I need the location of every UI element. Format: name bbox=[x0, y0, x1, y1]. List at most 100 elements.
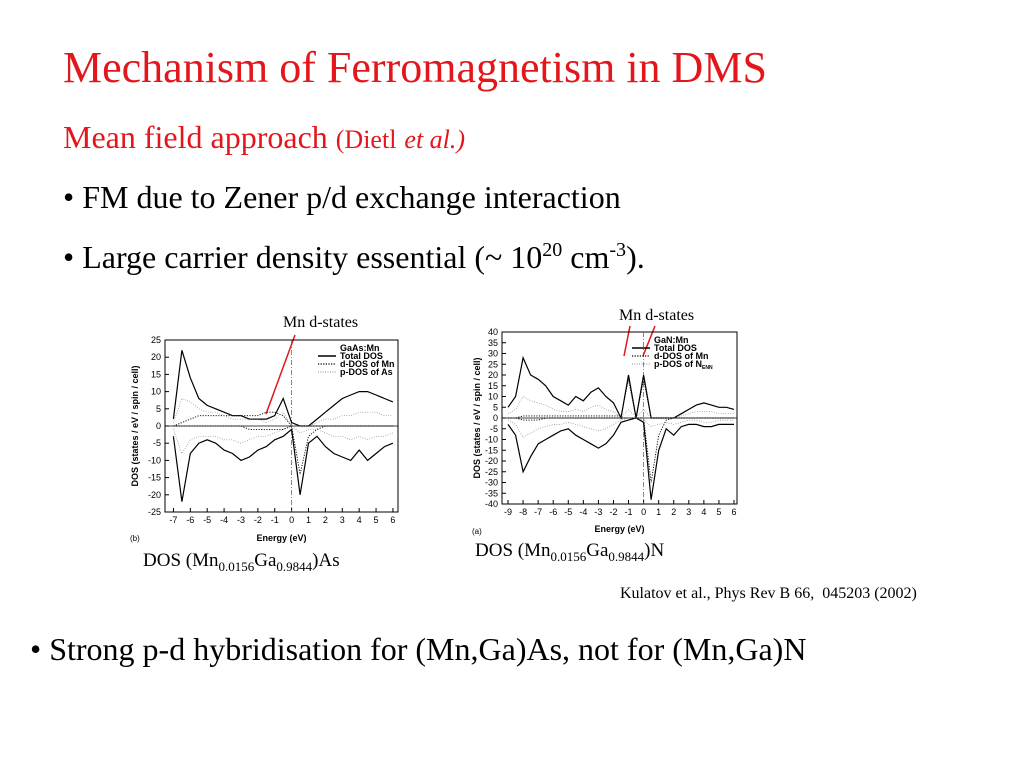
y-tick-label: -35 bbox=[485, 488, 498, 498]
bullet: • FM due to Zener p/d exchange interacti… bbox=[63, 179, 621, 215]
y-tick-label: -30 bbox=[485, 478, 498, 488]
x-tick-label: -1 bbox=[625, 507, 633, 517]
x-tick-label: 5 bbox=[716, 507, 721, 517]
chart: -40-35-30-25-20-15-10-50510152025303540-… bbox=[472, 307, 738, 564]
title: Mechanism of Ferromagnetism in DMS bbox=[63, 43, 767, 92]
annotation: Mn d-states bbox=[283, 314, 358, 331]
dos-curve bbox=[507, 396, 734, 419]
y-tick-label: 25 bbox=[151, 335, 161, 345]
y-tick-label: 5 bbox=[493, 402, 498, 412]
x-tick-label: -4 bbox=[220, 515, 228, 525]
x-tick-label: -7 bbox=[169, 515, 177, 525]
bullet-text: • FM due to Zener p/d exchange interacti… bbox=[63, 179, 621, 215]
x-tick-label: 6 bbox=[731, 507, 736, 517]
dos-curve bbox=[507, 417, 734, 500]
x-tick-label: 1 bbox=[656, 507, 661, 517]
citation: Kulatov et al., Phys Rev B 66, 045203 (2… bbox=[620, 585, 917, 602]
superscript: -3 bbox=[609, 239, 626, 261]
bullet-text: • Large carrier density essential (~ 10 bbox=[63, 239, 542, 275]
x-tick-label: 5 bbox=[374, 515, 379, 525]
caption-text: DOS (Mn bbox=[475, 540, 551, 561]
legend-text: d-DOS of Mn bbox=[654, 351, 709, 361]
legend-label: p-DOS of As bbox=[340, 367, 393, 377]
caption-text: Ga bbox=[586, 540, 609, 561]
dos-curve bbox=[172, 428, 394, 502]
x-tick-label: 0 bbox=[641, 507, 646, 517]
y-tick-label: -10 bbox=[148, 455, 161, 465]
x-tick-label: 0 bbox=[289, 515, 294, 525]
x-tick-label: 1 bbox=[306, 515, 311, 525]
x-tick-label: -9 bbox=[504, 507, 512, 517]
y-tick-label: 25 bbox=[488, 359, 498, 369]
y-tick-label: 35 bbox=[488, 338, 498, 348]
legend-title: GaAs:Mn bbox=[340, 343, 380, 353]
x-tick-label: 4 bbox=[701, 507, 706, 517]
x-axis-label: Energy (eV) bbox=[594, 524, 644, 534]
y-tick-label: 10 bbox=[151, 387, 161, 397]
annotation-arrow bbox=[265, 334, 296, 415]
conclusion: • Strong p-d hybridisation for (Mn,Ga)As… bbox=[30, 631, 806, 667]
x-tick-label: 2 bbox=[671, 507, 676, 517]
caption-subscript: 0.9844 bbox=[276, 559, 312, 574]
x-tick-label: -4 bbox=[579, 507, 587, 517]
legend-label: d-DOS of Mn bbox=[654, 351, 709, 361]
dos-curve bbox=[507, 355, 735, 420]
x-tick-label: -6 bbox=[549, 507, 557, 517]
legend-text: d-DOS of Mn bbox=[340, 359, 395, 369]
y-tick-label: 30 bbox=[488, 349, 498, 359]
x-tick-label: -2 bbox=[254, 515, 262, 525]
legend-label: Total DOS bbox=[340, 351, 383, 361]
y-tick-label: -5 bbox=[153, 438, 161, 448]
y-axis-label: DOS (states / eV / spin / cell) bbox=[472, 357, 482, 478]
y-tick-label: 0 bbox=[493, 413, 498, 423]
y-tick-label: 0 bbox=[156, 421, 161, 431]
y-tick-label: 40 bbox=[488, 327, 498, 337]
y-tick-label: 10 bbox=[488, 392, 498, 402]
legend-text: p-DOS of N bbox=[654, 359, 702, 369]
legend-text: p-DOS of As bbox=[340, 367, 393, 377]
legend-label: Total DOS bbox=[654, 343, 697, 353]
y-tick-label: -40 bbox=[485, 499, 498, 509]
y-axis-label: DOS (states / eV / spin / cell) bbox=[130, 365, 140, 486]
x-tick-label: -5 bbox=[203, 515, 211, 525]
legend-label: p-DOS of NENN bbox=[654, 359, 713, 371]
x-tick-label: -2 bbox=[609, 507, 617, 517]
y-tick-label: 15 bbox=[488, 381, 498, 391]
x-tick-label: -8 bbox=[519, 507, 527, 517]
x-tick-label: 6 bbox=[390, 515, 395, 525]
legend-title: GaN:Mn bbox=[654, 335, 689, 345]
dos-curve bbox=[172, 350, 394, 427]
caption-subscript: 0.0156 bbox=[550, 549, 586, 564]
annotation: Mn d-states bbox=[619, 307, 694, 324]
x-tick-label: -3 bbox=[594, 507, 602, 517]
subtitle-text: Mean field approach bbox=[63, 119, 328, 155]
y-tick-label: -25 bbox=[148, 507, 161, 517]
y-tick-label: -10 bbox=[485, 435, 498, 445]
y-tick-label: -20 bbox=[485, 456, 498, 466]
x-tick-label: 2 bbox=[323, 515, 328, 525]
caption-text: Ga bbox=[254, 550, 277, 571]
y-tick-label: 15 bbox=[151, 369, 161, 379]
x-tick-label: 3 bbox=[686, 507, 691, 517]
legend-subscript: ENN bbox=[702, 365, 713, 371]
y-tick-label: 5 bbox=[156, 404, 161, 414]
bullet: • Large carrier density essential (~ 102… bbox=[63, 239, 645, 275]
y-tick-label: -25 bbox=[485, 467, 498, 477]
superscript: 20 bbox=[542, 239, 562, 261]
caption-subscript: 0.0156 bbox=[218, 559, 254, 574]
x-tick-label: 4 bbox=[357, 515, 362, 525]
x-tick-label: -6 bbox=[186, 515, 194, 525]
annotation-arrow bbox=[642, 325, 656, 357]
subtitle: Mean field approach (Dietl et al.) bbox=[63, 119, 465, 155]
x-axis-label: Energy (eV) bbox=[256, 533, 306, 543]
legend-text: Total DOS bbox=[340, 351, 383, 361]
subtitle-ref: (Dietl bbox=[336, 125, 397, 154]
caption: DOS (Mn0.0156Ga0.9844)As bbox=[143, 550, 340, 574]
bullet-text: cm bbox=[562, 239, 609, 275]
dos-curve bbox=[173, 425, 393, 475]
annotation-arrow bbox=[623, 325, 631, 357]
bullet-text: ). bbox=[626, 239, 645, 275]
